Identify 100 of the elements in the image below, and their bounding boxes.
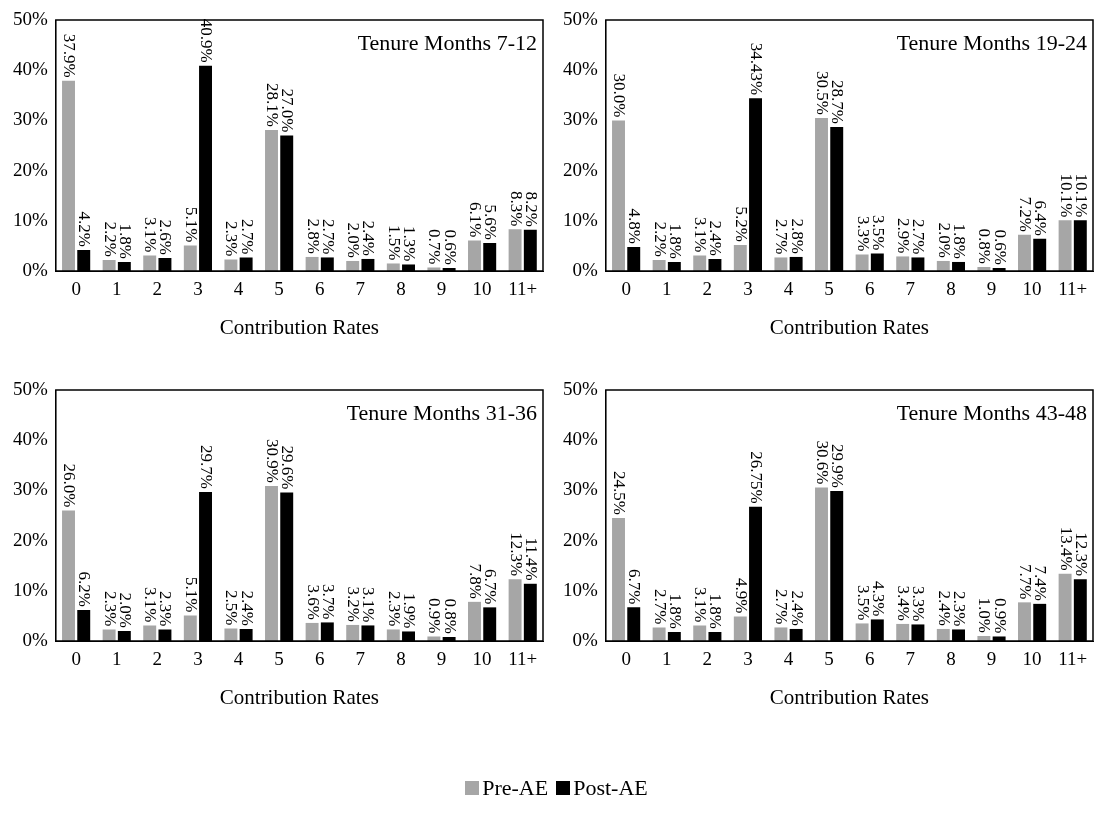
bar xyxy=(62,80,75,271)
bar xyxy=(733,616,747,641)
bar xyxy=(305,256,319,271)
x-tick-label: 6 xyxy=(864,648,875,670)
bar xyxy=(855,254,869,271)
data-label: 30.0% xyxy=(610,73,630,118)
text: Tenure Months 43-48 xyxy=(896,399,1087,425)
bar xyxy=(305,622,319,641)
x-tick-label: 7 xyxy=(905,648,916,670)
legend-label: Post-AE xyxy=(573,775,648,801)
bar xyxy=(1058,220,1072,271)
x-tick-label: 0 xyxy=(621,278,631,300)
x-tick-label: 10 xyxy=(472,278,492,300)
x-tick-label: 9 xyxy=(436,278,447,300)
bar xyxy=(936,260,950,271)
x-tick-label: 4 xyxy=(783,648,794,670)
x-tick-label: 7 xyxy=(355,278,366,300)
data-label: 4.9% xyxy=(731,577,751,614)
y-tick-label: 30% xyxy=(13,478,48,500)
bar xyxy=(427,636,441,641)
x-tick-label: 8 xyxy=(396,648,406,670)
bar xyxy=(468,240,481,271)
x-tick-label: 1 xyxy=(111,648,122,670)
bar xyxy=(1058,573,1072,641)
bar xyxy=(1018,602,1031,641)
bar xyxy=(102,629,116,641)
bar xyxy=(386,263,400,271)
y-tick-label: 20% xyxy=(13,528,48,550)
y-tick-label: 10% xyxy=(563,578,598,600)
data-label: 24.5% xyxy=(610,471,630,516)
x-tick-label: 10 xyxy=(1022,648,1042,670)
data-label: 29.7% xyxy=(197,444,217,489)
text: Tenure Months 31-36 xyxy=(346,399,537,425)
bar xyxy=(62,510,75,641)
y-tick-label: 50% xyxy=(13,377,48,399)
data-label: 6.7% xyxy=(625,568,645,605)
bar xyxy=(143,255,157,271)
x-tick-label: 2 xyxy=(702,278,713,300)
x-tick-label: 2 xyxy=(702,648,713,670)
y-tick-label: 10% xyxy=(13,578,48,600)
bar xyxy=(346,624,360,641)
x-tick-label: 5 xyxy=(824,648,834,670)
x-tick-label: 8 xyxy=(946,648,956,670)
x-tick-label: 3 xyxy=(743,278,753,300)
x-tick-label: 6 xyxy=(864,278,875,300)
data-label: 40.9% xyxy=(197,18,217,63)
data-label: 37.9% xyxy=(60,33,80,78)
bar xyxy=(183,615,197,641)
bar xyxy=(896,256,910,271)
y-tick-label: 0% xyxy=(22,628,48,650)
data-label: 5.1% xyxy=(181,576,201,613)
x-tick-label: 1 xyxy=(661,278,672,300)
bar xyxy=(896,623,910,641)
y-tick-label: 40% xyxy=(13,58,48,80)
y-tick-label: 40% xyxy=(563,428,598,450)
bar xyxy=(386,629,400,641)
x-tick-label: 8 xyxy=(396,278,406,300)
x-tick-label: 0 xyxy=(71,648,81,670)
x-tick-label: 7 xyxy=(905,278,916,300)
x-tick-label: 0 xyxy=(621,648,631,670)
x-tick-label: 3 xyxy=(193,278,203,300)
y-tick-label: 30% xyxy=(563,108,598,130)
text: Tenure Months 7-12 xyxy=(357,29,537,55)
x-tick-label: 4 xyxy=(233,278,244,300)
text: Tenure Months 19-24 xyxy=(896,29,1087,55)
x-tick-label: 9 xyxy=(436,648,447,670)
bar xyxy=(102,259,116,271)
y-tick-label: 30% xyxy=(563,478,598,500)
x-tick-label: 0 xyxy=(71,278,81,300)
x-tick-label: 7 xyxy=(355,648,366,670)
bar xyxy=(183,245,197,271)
x-tick-label: 6 xyxy=(314,278,325,300)
data-label: 26.75% xyxy=(747,451,767,504)
x-tick-label: 4 xyxy=(233,648,244,670)
y-tick-label: 50% xyxy=(13,7,48,29)
bar xyxy=(815,117,828,271)
x-tick-label: 5 xyxy=(274,648,284,670)
y-tick-label: 20% xyxy=(13,158,48,180)
data-label: 6.2% xyxy=(75,571,95,607)
x-tick-label: 3 xyxy=(193,648,203,670)
x-tick-label: 2 xyxy=(152,648,163,670)
data-label: 34.43% xyxy=(747,42,767,96)
bar xyxy=(612,518,625,641)
y-tick-label: 10% xyxy=(13,208,48,230)
bar xyxy=(508,229,522,271)
x-tick-label: 11+ xyxy=(508,648,538,670)
bar xyxy=(612,120,625,271)
bar xyxy=(774,257,788,271)
x-tick-label: 10 xyxy=(1022,278,1042,300)
bar xyxy=(693,625,707,641)
bar xyxy=(224,259,238,271)
data-label: 4.8% xyxy=(625,208,645,244)
x-axis-title: Contribution Rates xyxy=(219,684,380,709)
bar xyxy=(143,625,157,641)
x-axis-title: Contribution Rates xyxy=(219,314,380,339)
data-label: 4.2% xyxy=(75,211,95,247)
data-label: 5.1% xyxy=(181,206,201,243)
y-tick-label: 10% xyxy=(563,208,598,230)
x-tick-label: 2 xyxy=(152,278,163,300)
x-tick-label: 1 xyxy=(661,648,672,670)
